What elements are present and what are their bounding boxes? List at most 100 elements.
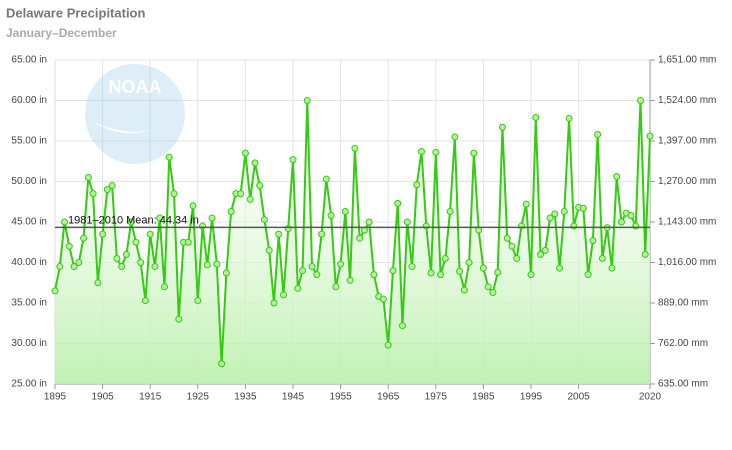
marker xyxy=(84,173,92,181)
marker xyxy=(427,269,435,277)
marker xyxy=(556,264,564,272)
marker xyxy=(89,190,97,198)
marker xyxy=(356,234,364,242)
marker xyxy=(551,210,559,218)
y2-tick-label: 1,143.00 mm xyxy=(658,217,716,228)
x-tick-label: 1975 xyxy=(425,392,448,403)
marker xyxy=(398,322,406,330)
marker xyxy=(337,260,345,268)
marker xyxy=(313,271,321,279)
marker xyxy=(437,271,445,279)
marker xyxy=(627,212,635,220)
marker xyxy=(80,234,88,242)
marker xyxy=(394,199,402,207)
y2-tick-label: 1,016.00 mm xyxy=(658,257,716,268)
y2-tick-label: 1,397.00 mm xyxy=(658,136,716,147)
marker xyxy=(118,263,126,271)
y2-tick-label: 889.00 mm xyxy=(658,298,708,309)
marker xyxy=(113,254,121,262)
marker xyxy=(646,132,654,140)
marker xyxy=(570,222,578,230)
y2-tick-label: 762.00 mm xyxy=(658,338,708,349)
marker xyxy=(99,230,107,238)
marker xyxy=(260,216,268,224)
marker xyxy=(346,276,354,284)
marker xyxy=(279,291,287,299)
marker xyxy=(303,97,311,104)
marker xyxy=(636,97,644,104)
marker xyxy=(218,360,226,368)
marker xyxy=(432,148,440,156)
marker xyxy=(213,260,221,268)
marker xyxy=(441,254,449,262)
marker xyxy=(470,149,478,157)
marker xyxy=(322,175,330,183)
marker xyxy=(65,242,73,250)
marker xyxy=(75,259,83,266)
marker xyxy=(270,299,278,307)
chart-title: Delaware Precipitation xyxy=(6,5,145,20)
marker xyxy=(318,230,326,238)
marker xyxy=(594,131,602,139)
marker xyxy=(146,230,154,238)
marker xyxy=(294,284,302,292)
marker xyxy=(284,224,292,232)
marker xyxy=(532,114,540,122)
marker xyxy=(70,263,78,271)
marker xyxy=(584,271,592,279)
marker xyxy=(341,207,349,215)
marker xyxy=(194,297,202,305)
marker xyxy=(379,295,387,303)
y-tick-label: 35.00 in xyxy=(11,298,47,309)
y-tick-label: 45.00 in xyxy=(11,217,47,228)
marker xyxy=(327,212,335,220)
x-tick-label: 1935 xyxy=(234,392,257,403)
marker xyxy=(484,283,492,291)
x-tick-label: 1955 xyxy=(329,392,352,403)
y-tick-label: 65.00 in xyxy=(11,55,47,66)
marker xyxy=(160,283,168,291)
y2-tick-label: 1,270.00 mm xyxy=(658,176,716,187)
marker xyxy=(579,204,587,212)
y-tick-label: 40.00 in xyxy=(11,257,47,268)
marker xyxy=(137,259,145,266)
marker xyxy=(108,182,116,190)
noaa-logo: NOAA xyxy=(85,64,185,164)
marker xyxy=(156,214,164,222)
x-tick-label: 1925 xyxy=(187,392,210,403)
x-tick-label: 2005 xyxy=(567,392,590,403)
marker xyxy=(422,222,430,230)
marker xyxy=(237,190,245,198)
marker xyxy=(208,214,216,222)
marker xyxy=(527,271,535,279)
marker xyxy=(122,250,130,258)
marker xyxy=(451,133,459,141)
marker xyxy=(598,254,606,262)
marker xyxy=(498,123,506,131)
marker xyxy=(175,315,183,323)
marker xyxy=(617,218,625,226)
mean-label: 1981–2010 Mean: 44.34 in xyxy=(68,214,199,226)
marker xyxy=(308,263,316,271)
marker xyxy=(465,259,473,266)
y2-tick-label: 635.00 mm xyxy=(658,379,708,390)
marker xyxy=(632,222,640,230)
marker xyxy=(184,238,192,246)
marker xyxy=(522,200,530,208)
marker xyxy=(222,269,230,277)
marker xyxy=(641,250,649,258)
marker xyxy=(418,148,426,156)
marker xyxy=(541,246,549,254)
marker xyxy=(256,182,264,190)
marker xyxy=(513,254,521,262)
marker xyxy=(546,214,554,222)
marker xyxy=(489,288,497,296)
x-tick-label: 1895 xyxy=(44,392,67,403)
marker xyxy=(151,263,159,271)
y-tick-label: 25.00 in xyxy=(11,379,47,390)
y-tick-label: 55.00 in xyxy=(11,136,47,147)
marker xyxy=(408,263,416,271)
marker xyxy=(127,218,135,226)
marker xyxy=(565,114,573,122)
